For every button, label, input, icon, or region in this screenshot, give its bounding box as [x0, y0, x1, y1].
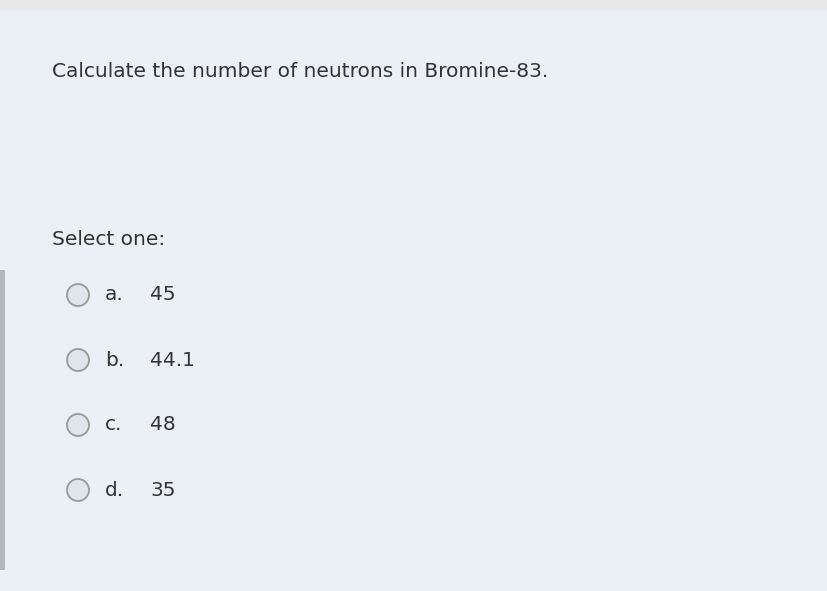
Text: Select one:: Select one:: [52, 230, 165, 249]
Text: 48: 48: [150, 415, 175, 434]
Text: d.: d.: [105, 480, 124, 499]
Text: 44.1: 44.1: [150, 350, 195, 369]
Text: 35: 35: [150, 480, 175, 499]
Circle shape: [67, 479, 88, 501]
Text: c.: c.: [105, 415, 122, 434]
Circle shape: [67, 349, 88, 371]
Bar: [0, 0, 827, 10]
Text: b.: b.: [105, 350, 124, 369]
Bar: [0, 270, 5, 570]
Circle shape: [67, 284, 88, 306]
Text: Calculate the number of neutrons in Bromine-83.: Calculate the number of neutrons in Brom…: [52, 62, 547, 81]
Text: 45: 45: [150, 285, 175, 304]
Circle shape: [67, 414, 88, 436]
Text: a.: a.: [105, 285, 123, 304]
